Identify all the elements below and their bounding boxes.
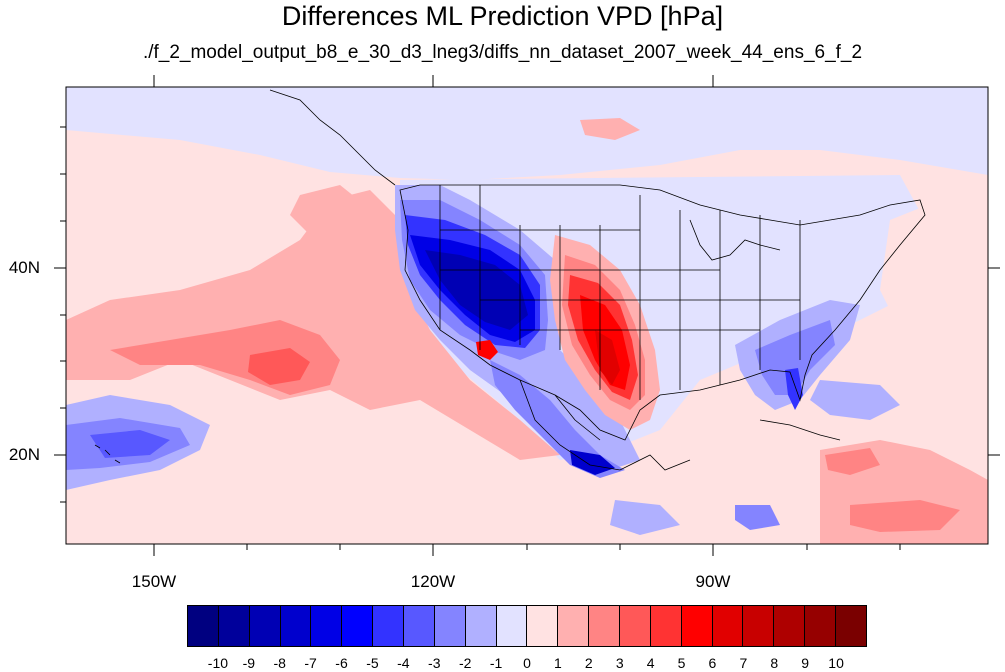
colorbar-swatch [681,606,713,646]
boundaries [94,89,926,471]
colorbar-tick-label: 7 [739,655,748,671]
field-offshore-pink [290,185,365,235]
colorbar-swatch [743,606,775,646]
vpd-difference-field [66,87,988,544]
field-tropical-medium [825,448,880,475]
chart-subtitle: ./f_2_model_output_b8_e_30_d3_lneg3/diff… [142,42,863,63]
field-florida-core [785,368,803,410]
colorbar-tick-label: 4 [646,655,655,671]
colorbar-swatch [712,606,744,646]
hawaii-islands [94,444,121,464]
x-tick-label: 150W [131,572,177,591]
x-tick-label: 120W [410,572,456,591]
colorbar-swatch [774,606,806,646]
x-ticks [153,75,901,556]
field-north-pink [580,118,640,140]
colorbar-tick-label: -8 [273,655,286,671]
field-hawaii-core [90,430,170,458]
colorbar-swatch [249,606,281,646]
field-east-pink [880,200,988,360]
colorbar-swatch [373,606,405,646]
colorbar [187,605,867,647]
alaska-bc-coast [269,89,396,186]
colorbar-swatch [404,606,435,646]
colorbar-swatch [342,606,374,646]
colorbar-swatch [218,606,250,646]
colorbar-swatch [280,606,312,646]
colorbar-tick-label: -10 [207,655,229,671]
colorbar-tick-label: -6 [335,655,348,671]
y-ticks [54,126,1000,503]
colorbar-swatch [650,606,682,646]
field-pacific-core [248,348,310,385]
colorbar-tick-label: -3 [428,655,441,671]
colorbar-tick-label: 9 [801,655,810,671]
state-lines [439,185,801,400]
colorbar-swatch [465,606,497,646]
colorbar-swatch [836,606,866,646]
field-mexico-core [570,450,615,475]
colorbar-swatch [620,606,651,646]
field-tropical-east [850,500,960,532]
cuba [759,419,841,441]
colorbar-tick-label: -1 [489,655,503,671]
chart-title: Differences ML Prediction VPD [hPa] [281,1,724,31]
colorbar-tick-label: -7 [304,655,317,671]
colorbar-tick-label: -9 [242,655,256,671]
y-tick-label: 20N [8,445,40,464]
colorbar-tick-label: 3 [615,655,624,671]
colorbar-swatch [311,606,343,646]
field-socal-red [476,340,498,360]
colorbar-swatch [496,606,528,646]
colorbar-swatch [805,606,837,646]
field-atlantic-blue [810,380,900,420]
field-southeast-mid [755,320,835,395]
colorbar-swatch [558,606,590,646]
y-tick-label: 40N [8,258,40,277]
colorbar-tick-label: 8 [770,655,779,671]
colorbar-tick-label: 6 [708,655,717,671]
mexico-outline [519,379,691,471]
colorbar-tick-label: -4 [397,655,410,671]
colorbar-tick-label: 1 [554,655,562,671]
colorbar-swatch [434,606,466,646]
field-texas-peak [595,330,620,385]
colorbar-tick-label: 0 [523,655,531,671]
field-caribbean-blue-2 [735,505,780,530]
us-outline [399,184,926,441]
colorbar-tick-label: 2 [584,655,593,671]
colorbar-tick-label: -5 [366,655,379,671]
x-tick-label: 90W [695,572,731,591]
colorbar-tick-label: -2 [458,655,472,671]
field-north-lightblue [66,87,988,180]
colorbar-swatch [527,606,559,646]
colorbar-swatch [589,606,621,646]
field-caribbean-blue [610,500,680,535]
colorbar-tick-label: 5 [677,655,686,671]
colorbar-swatch [188,606,219,646]
colorbar-tick-label: 10 [828,655,844,671]
field-pacific-pink [66,190,560,460]
canada-lakes [689,219,781,261]
